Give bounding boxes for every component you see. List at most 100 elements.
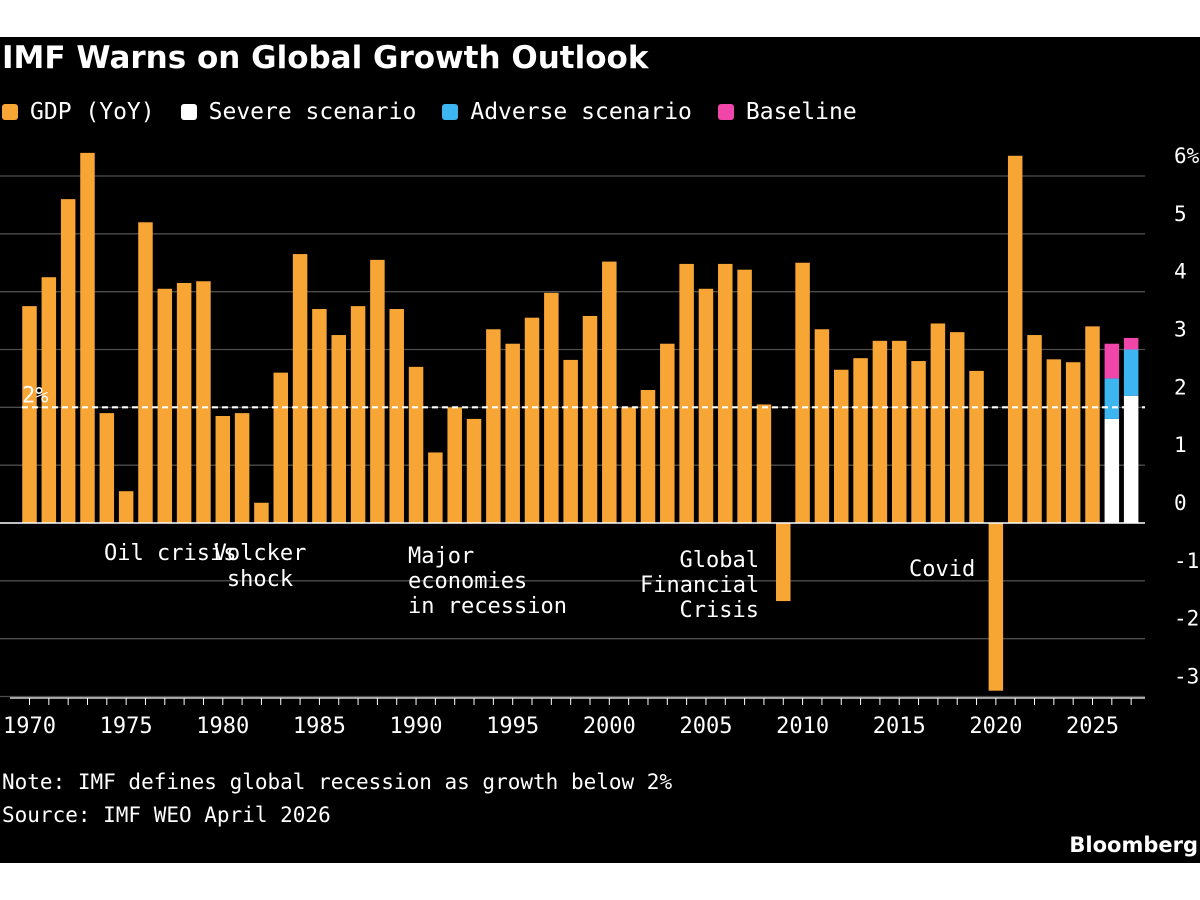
- gdp-bar: [466, 418, 482, 523]
- annotation-gfc-line1: Global: [679, 548, 759, 573]
- x-tick-label: 1970: [3, 714, 56, 739]
- gdp-bar: [215, 416, 231, 523]
- legend-label-severe: Severe scenario: [208, 99, 417, 125]
- legend-swatch-baseline: [717, 104, 734, 120]
- gdp-bar: [80, 152, 95, 523]
- gdp-bar: [447, 407, 462, 523]
- gdp-bar: [1046, 359, 1062, 523]
- gdp-bar: [660, 343, 675, 523]
- y-tick-label: 1: [1174, 433, 1187, 457]
- adverse-scenario-bar: [1104, 378, 1120, 419]
- annotation-volcker-line1: Volcker: [213, 541, 307, 566]
- gdp-bar: [756, 404, 772, 523]
- x-tick-label: 1995: [486, 714, 539, 739]
- x-tick-label: 2005: [679, 714, 732, 739]
- gdp-bar: [389, 309, 404, 523]
- gdp-bar: [544, 292, 559, 523]
- annotation-oil-line: Oil crisis: [104, 541, 237, 566]
- y-tick-label: -2: [1174, 607, 1199, 631]
- annotation-gfc-line3: Crisis: [679, 598, 759, 623]
- legend: GDP (YoY) Severe scenario Adverse scenar…: [2, 98, 883, 126]
- x-tick-label: 1980: [196, 714, 249, 739]
- gdp-bar: [331, 335, 346, 523]
- gdp-bar: [891, 340, 907, 523]
- legend-label-baseline: Baseline: [745, 99, 857, 125]
- gdp-bar: [22, 306, 37, 523]
- gdp-bar: [930, 323, 946, 523]
- gdp-bar: [602, 261, 617, 523]
- y-tick-label: -3: [1174, 665, 1199, 689]
- gdp-bar: [234, 413, 250, 523]
- gdp-bar: [292, 254, 308, 523]
- y-tick-label: 2: [1174, 375, 1187, 399]
- gdp-bar: [157, 288, 173, 523]
- gdp-bar: [853, 358, 868, 523]
- annotation-gfc: Global Financial Crisis: [640, 548, 759, 623]
- gdp-bar: [99, 413, 115, 523]
- gdp-bar: [428, 452, 443, 523]
- gdp-bar: [254, 502, 269, 523]
- gdp-bar: [176, 282, 192, 523]
- gdp-bar: [582, 315, 598, 523]
- x-tick-label: 1985: [293, 714, 346, 739]
- gdp-bar: [312, 309, 327, 523]
- gdp-bar: [872, 340, 888, 523]
- legend-label-gdp: GDP (YoY): [30, 99, 155, 125]
- annotation-volcker-line2: shock: [226, 567, 294, 592]
- baseline-scenario-bar: [1123, 337, 1139, 350]
- gdp-bar: [563, 359, 578, 523]
- annotation-covid: Covid: [909, 557, 975, 582]
- gdp-bar: [505, 343, 520, 523]
- gdp-bar: [698, 288, 714, 523]
- annotation-oil-crisis: Oil crisis: [104, 541, 236, 566]
- annotation-volcker: Volcker shock: [204, 541, 316, 593]
- bloomberg-logo: Bloomberg: [1069, 833, 1198, 857]
- gdp-bar: [718, 263, 733, 523]
- gdp-bar: [138, 222, 153, 523]
- gdp-bar: [350, 306, 366, 523]
- y-tick-label: 4: [1174, 260, 1187, 284]
- legend-item-baseline: Baseline: [717, 99, 857, 125]
- severe-scenario-bar: [1104, 418, 1120, 523]
- severe-scenario-bar: [1123, 395, 1139, 523]
- y-tick-label: -1: [1174, 549, 1199, 573]
- gdp-bar: [408, 366, 424, 523]
- y-tick-label: 3: [1174, 318, 1187, 342]
- gdp-bar: [524, 317, 540, 523]
- x-tick-label: 2025: [1066, 714, 1119, 739]
- gdp-bar: [911, 361, 926, 523]
- y-tick-label: 6%: [1174, 144, 1200, 168]
- gdp-bar: [196, 281, 211, 523]
- gdp-bar: [833, 369, 849, 523]
- baseline-scenario-bar: [1104, 343, 1120, 379]
- gdp-bar: [988, 523, 1004, 691]
- legend-label-adverse: Adverse scenario: [470, 99, 692, 125]
- x-tick-label: 1990: [390, 714, 443, 739]
- gdp-bar: [814, 329, 830, 523]
- adverse-scenario-bar: [1123, 349, 1139, 396]
- gdp-bar: [621, 407, 636, 523]
- x-tick-label: 2000: [583, 714, 636, 739]
- gdp-bar: [969, 370, 984, 523]
- gdp-bar: [1007, 155, 1023, 523]
- y-tick-label: 0: [1174, 491, 1187, 515]
- chart-source: Source: IMF WEO April 2026: [2, 803, 331, 827]
- legend-swatch-gdp: [2, 104, 18, 120]
- chart-note: Note: IMF defines global recession as gr…: [2, 770, 673, 794]
- x-tick-label: 2020: [969, 714, 1022, 739]
- gdp-bar: [41, 277, 57, 523]
- x-tick-label: 2015: [873, 714, 926, 739]
- gdp-bar: [1027, 335, 1042, 523]
- legend-item-gdp: GDP (YoY): [2, 99, 155, 125]
- gdp-bar: [370, 259, 385, 523]
- gdp-bar: [1065, 362, 1081, 523]
- annotation-major-line3: in recession: [408, 594, 567, 619]
- legend-swatch-severe: [180, 104, 197, 120]
- gdp-bar: [486, 329, 501, 523]
- gdp-bar: [118, 491, 134, 523]
- gdp-bar: [679, 263, 694, 523]
- gdp-bar: [795, 262, 810, 523]
- gdp-bar: [737, 269, 752, 523]
- gdp-bar: [1085, 326, 1100, 523]
- gdp-bar: [640, 389, 656, 523]
